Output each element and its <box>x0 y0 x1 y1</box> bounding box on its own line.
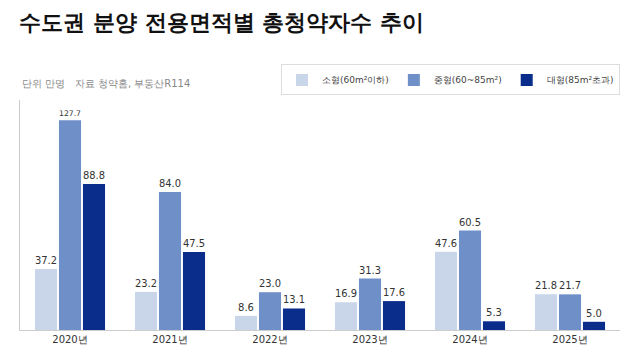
svg-text:2023년: 2023년 <box>352 334 387 345</box>
svg-text:단위 만명 자료 청약홈, 부동산R114: 단위 만명 자료 청약홈, 부동산R114 <box>22 78 190 89</box>
svg-text:13.1: 13.1 <box>283 294 305 305</box>
svg-text:대형(85m²초과): 대형(85m²초과) <box>547 75 614 85</box>
svg-text:88.8: 88.8 <box>83 170 105 181</box>
svg-text:소형(60m²이하): 소형(60m²이하) <box>322 75 389 85</box>
svg-text:16.9: 16.9 <box>335 288 357 299</box>
svg-text:37.2: 37.2 <box>35 255 57 266</box>
svg-text:수도권 분양 전용면적별 총청약자수 추이: 수도권 분양 전용면적별 총청약자수 추이 <box>19 10 424 35</box>
svg-text:2020년: 2020년 <box>52 334 87 345</box>
svg-text:8.6: 8.6 <box>238 302 254 313</box>
svg-text:21.8: 21.8 <box>535 280 557 291</box>
svg-text:47.5: 47.5 <box>183 238 205 249</box>
svg-text:127.7: 127.7 <box>59 109 81 118</box>
svg-text:47.6: 47.6 <box>435 238 457 249</box>
svg-text:23.2: 23.2 <box>135 278 157 289</box>
svg-text:2021년: 2021년 <box>152 334 187 345</box>
svg-text:23.0: 23.0 <box>259 278 281 289</box>
svg-text:60.5: 60.5 <box>459 217 481 228</box>
svg-text:2022년: 2022년 <box>252 334 287 345</box>
svg-text:2024년: 2024년 <box>452 334 487 345</box>
svg-text:21.7: 21.7 <box>559 280 581 291</box>
svg-text:5.0: 5.0 <box>586 308 602 319</box>
svg-text:2025년: 2025년 <box>552 334 587 345</box>
svg-text:17.6: 17.6 <box>383 287 405 298</box>
svg-text:중형(60~85m²): 중형(60~85m²) <box>434 75 502 85</box>
svg-text:84.0: 84.0 <box>159 178 181 189</box>
svg-text:31.3: 31.3 <box>359 265 381 276</box>
svg-text:5.3: 5.3 <box>486 307 502 318</box>
